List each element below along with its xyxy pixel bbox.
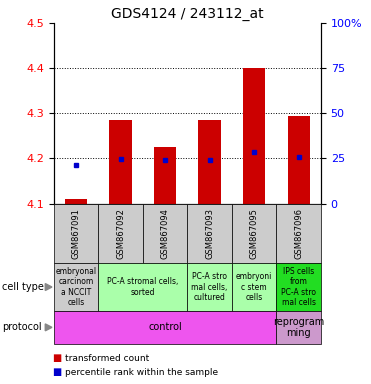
Text: GSM867092: GSM867092 — [116, 208, 125, 259]
Text: ■: ■ — [52, 367, 61, 377]
Text: cell type: cell type — [2, 282, 44, 292]
Text: GSM867093: GSM867093 — [205, 208, 214, 259]
Text: IPS cells
from
PC-A stro
mal cells: IPS cells from PC-A stro mal cells — [281, 267, 316, 307]
Text: GSM867095: GSM867095 — [250, 208, 259, 259]
Text: transformed count: transformed count — [65, 354, 149, 363]
Text: PC-A stro
mal cells,
cultured: PC-A stro mal cells, cultured — [191, 272, 228, 302]
Bar — [65, 199, 87, 204]
Text: protocol: protocol — [2, 322, 42, 333]
Bar — [109, 120, 132, 204]
Text: reprogram
ming: reprogram ming — [273, 316, 324, 338]
Text: embryoni
c stem
cells: embryoni c stem cells — [236, 272, 272, 302]
Text: control: control — [148, 322, 182, 333]
Title: GDS4124 / 243112_at: GDS4124 / 243112_at — [111, 7, 264, 21]
Bar — [288, 116, 310, 204]
Text: embryonal
carcinom
a NCCIT
cells: embryonal carcinom a NCCIT cells — [56, 267, 96, 307]
Text: PC-A stromal cells,
sorted: PC-A stromal cells, sorted — [107, 277, 178, 297]
Text: percentile rank within the sample: percentile rank within the sample — [65, 368, 218, 377]
Bar — [243, 68, 265, 204]
Text: GSM867096: GSM867096 — [294, 208, 303, 259]
Text: ■: ■ — [52, 353, 61, 363]
Bar — [198, 120, 221, 204]
Text: GSM867091: GSM867091 — [72, 208, 81, 259]
Text: GSM867094: GSM867094 — [161, 208, 170, 259]
Bar — [154, 147, 176, 204]
